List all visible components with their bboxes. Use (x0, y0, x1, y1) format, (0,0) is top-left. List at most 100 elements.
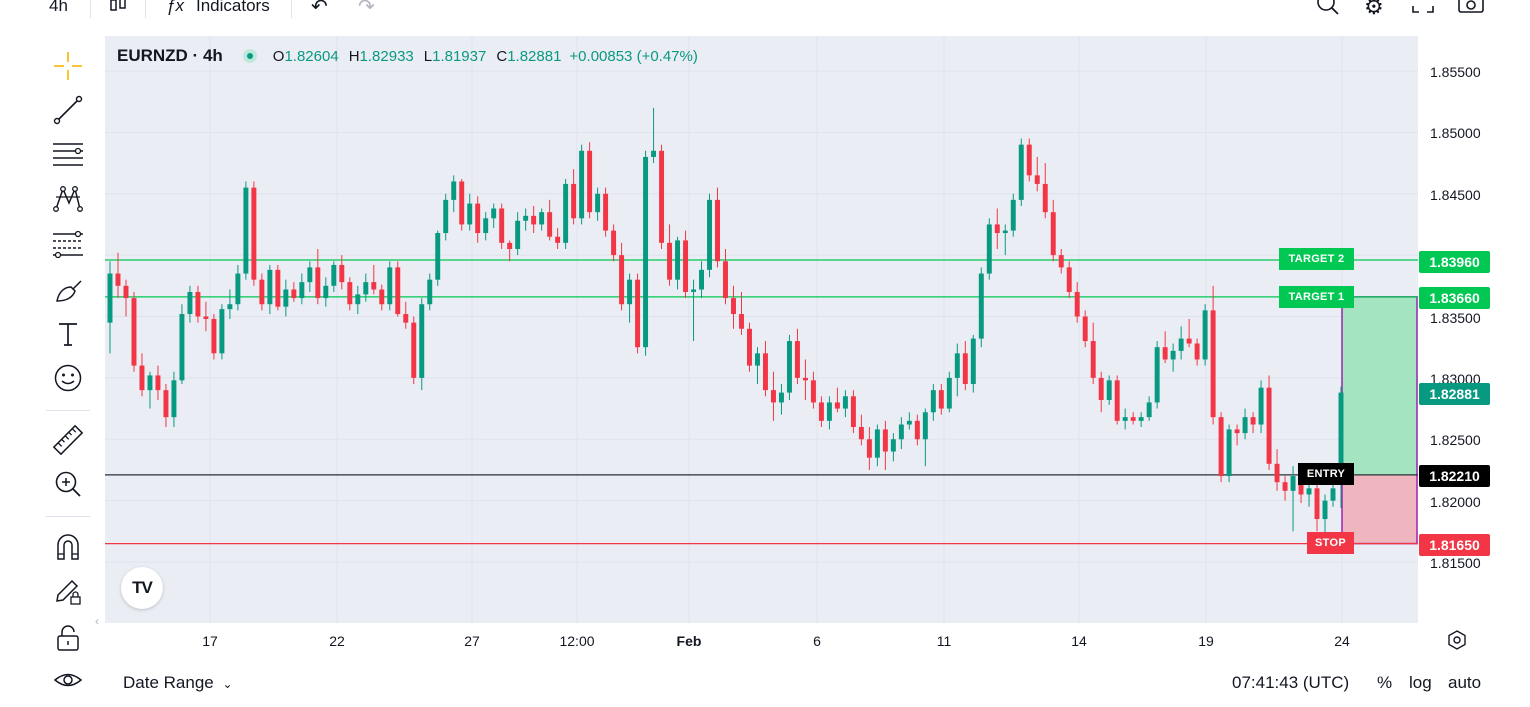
date-range-button[interactable]: Date Range ⌄ (123, 673, 233, 693)
candle-body (1338, 392, 1344, 469)
price-tick: 1.84500 (1430, 187, 1481, 203)
candle-body (731, 298, 736, 315)
candle-body (515, 220, 521, 249)
candle-body (1274, 463, 1280, 483)
candle-body (571, 183, 577, 219)
indicators-button[interactable]: Indicators (196, 0, 270, 15)
candle-body (659, 150, 665, 243)
time-tick-month: Feb (676, 633, 702, 649)
candle-body (451, 181, 457, 200)
pattern-icon[interactable] (48, 178, 88, 218)
candle-body (699, 269, 704, 290)
candle-body (754, 353, 760, 366)
toolbar-divider (145, 0, 146, 18)
brush-icon[interactable] (48, 270, 88, 310)
candle-body (794, 341, 800, 378)
entry-chart-label[interactable]: ENTRY (1298, 463, 1354, 485)
time-axis[interactable] (105, 623, 1418, 659)
low-value: 1.81937 (432, 47, 487, 65)
candle-body (267, 269, 273, 305)
candle-body (1042, 183, 1048, 213)
crosshair-icon[interactable] (48, 46, 88, 86)
candle-body (1130, 417, 1136, 421)
time-tick: 12:00 (559, 633, 595, 649)
candle-body (331, 264, 337, 286)
candle-body (1138, 417, 1144, 421)
candlestick-chart[interactable] (105, 36, 1418, 623)
candle-body (283, 289, 289, 307)
interval-button[interactable]: 4h (49, 0, 68, 15)
candle-body (155, 375, 161, 391)
candle-body (603, 193, 609, 231)
price-axis[interactable] (1418, 36, 1530, 623)
target2-price-tag: 1.83960 (1419, 251, 1490, 273)
candle-body (1234, 429, 1240, 434)
emoji-icon[interactable] (48, 358, 88, 398)
log-scale-button[interactable]: log (1409, 673, 1432, 692)
magnet-icon[interactable] (48, 528, 88, 568)
eye-icon[interactable] (48, 660, 88, 700)
candle-body (467, 203, 473, 225)
candles-icon[interactable] (108, 0, 128, 21)
candle-body (1162, 347, 1168, 360)
lock-drawing-pencil-icon[interactable] (48, 572, 88, 612)
axis-settings-icon[interactable] (1447, 630, 1467, 655)
date-range-label: Date Range (123, 673, 214, 692)
candle-body (906, 420, 912, 425)
trend-line-icon[interactable] (48, 90, 88, 130)
candle-body (347, 282, 353, 305)
candle-body (1266, 387, 1272, 464)
candle-body (579, 150, 585, 219)
bottom-toolbar (105, 659, 1530, 707)
zoom-in-icon[interactable] (48, 464, 88, 504)
candle-body (691, 289, 697, 292)
redo-icon[interactable]: ↷ (358, 0, 375, 18)
settings-gear-icon[interactable]: ⚙ (1364, 0, 1384, 19)
candle-body (435, 233, 441, 280)
candle-body (123, 285, 129, 299)
price-tick: 1.83500 (1430, 310, 1481, 326)
candle-body (459, 181, 465, 225)
indicators-icon[interactable]: ƒx (166, 0, 184, 15)
tradingview-logo[interactable]: TV (121, 567, 163, 609)
candle-body (986, 224, 992, 274)
candle-body (954, 353, 960, 378)
chart-pane[interactable] (105, 36, 1418, 623)
last-price-tag: 1.82881 (1419, 383, 1490, 405)
candle-body (1298, 476, 1304, 495)
stop-chart-label[interactable]: STOP (1307, 532, 1354, 554)
text-tool-icon[interactable] (48, 314, 88, 354)
candle-body (1258, 387, 1264, 425)
horizontal-lines-icon[interactable] (48, 134, 88, 174)
candle-body (762, 353, 768, 391)
price-tick: 1.82000 (1430, 494, 1481, 510)
candle-body (1114, 380, 1120, 421)
target2-chart-label[interactable]: TARGET 2 (1279, 248, 1354, 270)
fullscreen-icon[interactable] (1412, 0, 1434, 19)
undo-icon[interactable]: ↶ (311, 0, 328, 18)
candle-body (1098, 377, 1104, 400)
candle-body (219, 309, 225, 354)
target1-chart-label[interactable]: TARGET 1 (1279, 286, 1354, 308)
symbol-title[interactable]: EURNZD · 4h (117, 46, 223, 65)
lock-icon[interactable] (48, 618, 88, 658)
high-value: 1.82933 (359, 47, 414, 65)
auto-scale-button[interactable]: auto (1448, 673, 1482, 692)
ruler-icon[interactable] (48, 420, 88, 460)
collapse-arrow-icon[interactable]: ‹ (95, 614, 99, 628)
candle-body (195, 291, 201, 317)
candle-body (810, 380, 816, 403)
screener-icon[interactable] (1316, 0, 1340, 21)
time-tick: 6 (813, 633, 821, 649)
utc-clock[interactable]: 07:41:43 (UTC) (1232, 673, 1350, 692)
candle-body (1202, 310, 1208, 360)
camera-icon[interactable] (1458, 0, 1484, 19)
open-label: O (272, 47, 285, 65)
candle-body (619, 255, 625, 305)
candle-body (1018, 144, 1024, 200)
fib-retracement-icon[interactable] (48, 224, 88, 264)
candle-body (251, 187, 257, 280)
candle-body (635, 279, 641, 348)
candle-body (723, 261, 728, 299)
percent-scale-button[interactable]: % (1377, 673, 1393, 692)
